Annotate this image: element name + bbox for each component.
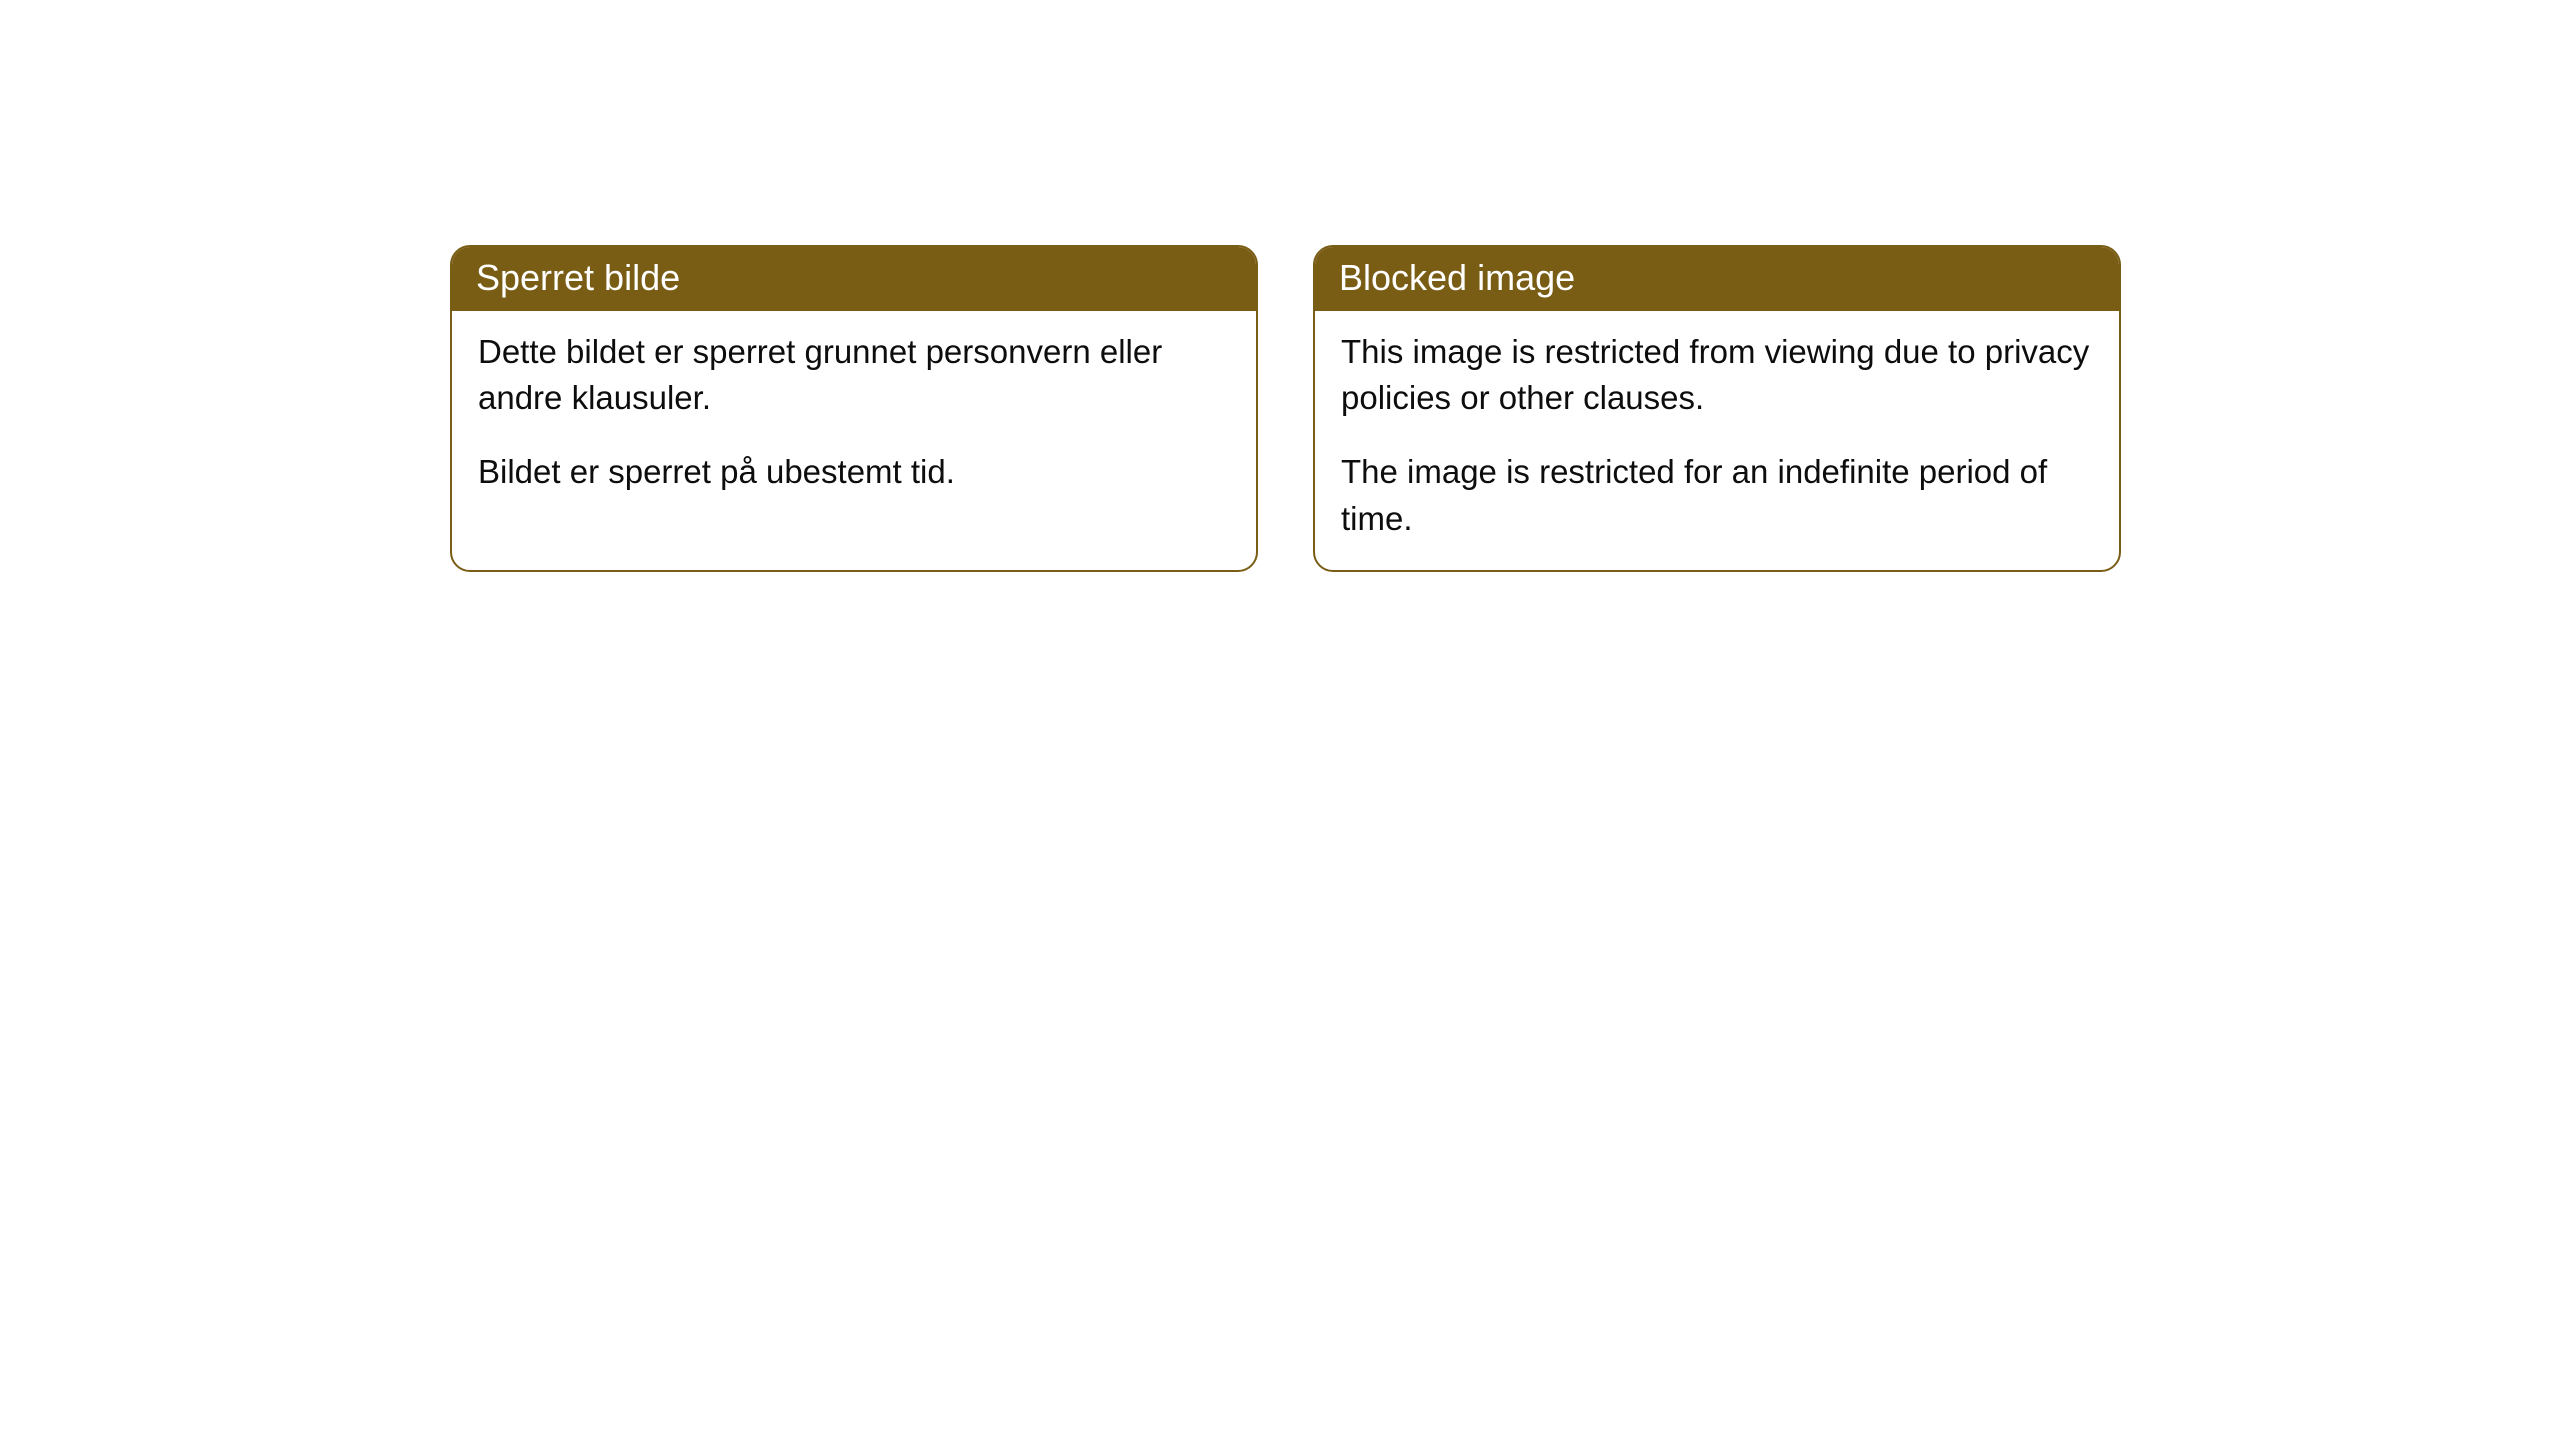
card-text-line-1: This image is restricted from viewing du… — [1341, 329, 2093, 421]
card-text-line-2: The image is restricted for an indefinit… — [1341, 449, 2093, 541]
card-header: Sperret bilde — [452, 247, 1256, 311]
card-body: This image is restricted from viewing du… — [1315, 311, 2119, 570]
card-header: Blocked image — [1315, 247, 2119, 311]
card-body: Dette bildet er sperret grunnet personve… — [452, 311, 1256, 524]
notice-cards-container: Sperret bilde Dette bildet er sperret gr… — [450, 245, 2560, 572]
blocked-image-card-norwegian: Sperret bilde Dette bildet er sperret gr… — [450, 245, 1258, 572]
card-text-line-1: Dette bildet er sperret grunnet personve… — [478, 329, 1230, 421]
blocked-image-card-english: Blocked image This image is restricted f… — [1313, 245, 2121, 572]
card-text-line-2: Bildet er sperret på ubestemt tid. — [478, 449, 1230, 495]
